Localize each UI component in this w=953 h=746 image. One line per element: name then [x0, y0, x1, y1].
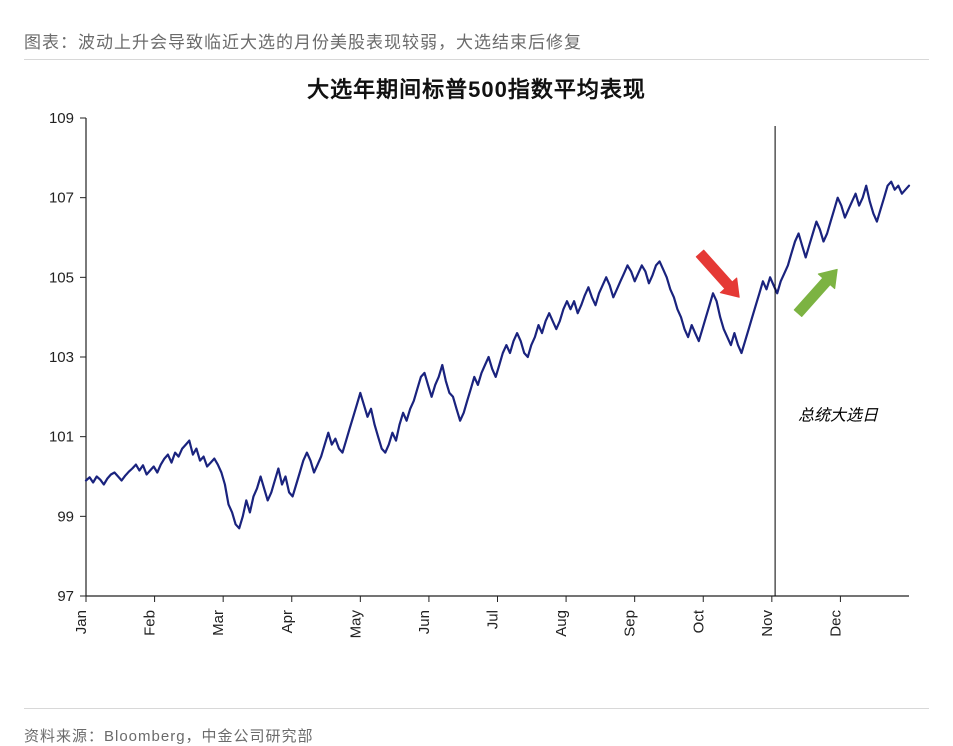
- x-tick-label: Apr: [279, 610, 296, 633]
- y-tick-label: 109: [49, 110, 74, 127]
- divider-bottom: [24, 708, 929, 709]
- y-tick-label: 101: [49, 429, 74, 446]
- chart-svg: 97 99 101 103 105 107 109 Jan Feb Mar Apr May Jun Jul…: [24, 108, 929, 668]
- x-tick-label: Sep: [622, 610, 639, 637]
- x-tick-label: Aug: [553, 610, 570, 637]
- down-arrow: [696, 250, 739, 297]
- chart-title: 大选年期间标普500指数平均表现: [24, 72, 929, 104]
- y-tick-label: 99: [57, 508, 74, 525]
- x-tick-label: Jan: [73, 610, 90, 634]
- x-tick-label: Nov: [759, 610, 776, 637]
- annotation-election-day: 总统大选日: [798, 407, 879, 425]
- price-line: [86, 182, 909, 529]
- up-arrow: [794, 269, 837, 316]
- x-tick-label: Feb: [142, 610, 159, 636]
- x-tick-label: Oct: [690, 609, 707, 633]
- x-tick-label: Dec: [827, 610, 844, 637]
- x-tick-label: May: [347, 610, 364, 639]
- x-tick-label: Jun: [416, 610, 433, 634]
- y-tick-label: 103: [49, 349, 74, 366]
- line-chart: 97 99 101 103 105 107 109 Jan Feb Mar Apr May Jun Jul…: [24, 108, 929, 708]
- x-tick-label: Mar: [210, 610, 227, 636]
- y-tick-label: 107: [49, 190, 74, 207]
- y-tick-label: 97: [57, 588, 74, 605]
- y-tick-label: 105: [49, 269, 74, 286]
- source-text: 资料来源：Bloomberg，中金公司研究部: [24, 725, 929, 746]
- figure-caption: 图表：波动上升会导致临近大选的月份美股表现较弱，大选结束后修复: [24, 28, 929, 53]
- divider-top: [24, 59, 929, 60]
- x-tick-label: Jul: [485, 610, 502, 629]
